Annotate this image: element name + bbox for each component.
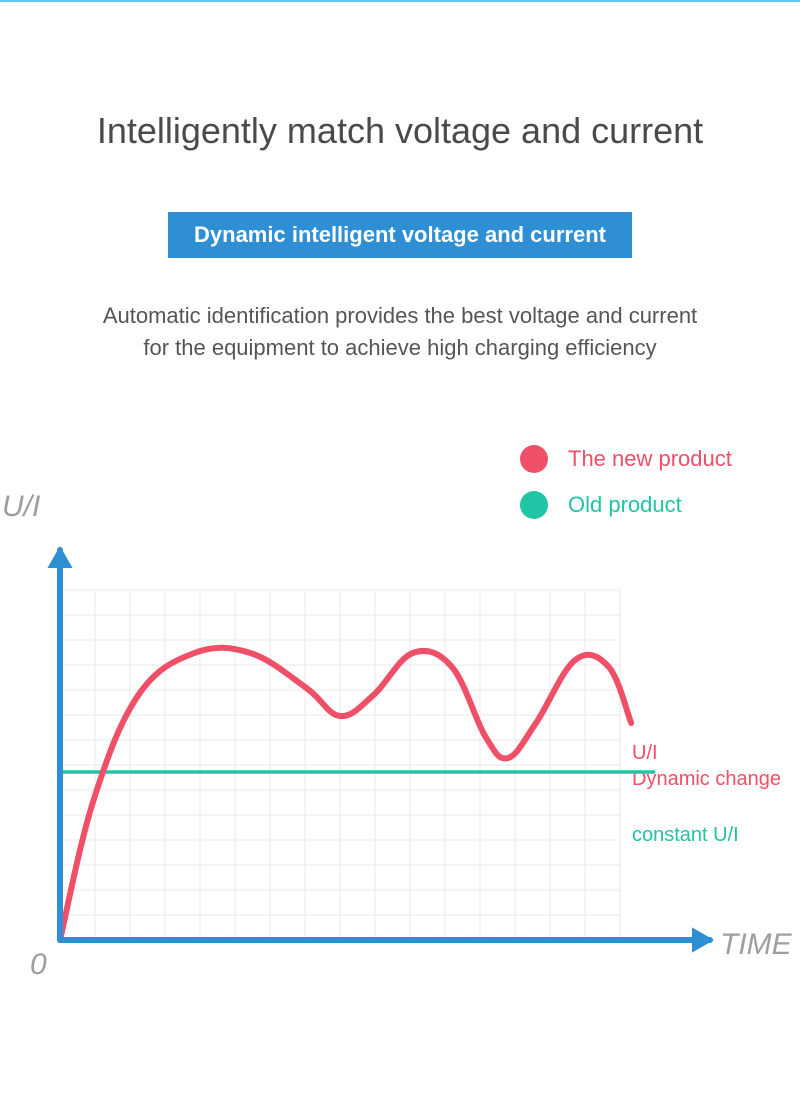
series-new-product [60,648,631,940]
top-rule [0,0,800,2]
legend-label-new-product: The new product [568,446,732,472]
legend-label-old-product: Old product [568,492,682,518]
legend-dot-old-product [520,491,548,519]
legend: The new product Old product [520,445,732,537]
description: Automatic identification provides the be… [0,300,800,364]
grid [60,590,620,940]
chart [10,540,790,1000]
axis-y-label: U/I [2,490,40,524]
subtitle-pill: Dynamic intelligent voltage and current [168,212,632,258]
axes [47,546,714,953]
description-line-2: for the equipment to achieve high chargi… [143,335,656,360]
legend-dot-new-product [520,445,548,473]
legend-item-new-product: The new product [520,445,732,473]
legend-item-old-product: Old product [520,491,732,519]
page-title: Intelligently match voltage and current [0,110,800,152]
description-line-1: Automatic identification provides the be… [103,303,697,328]
